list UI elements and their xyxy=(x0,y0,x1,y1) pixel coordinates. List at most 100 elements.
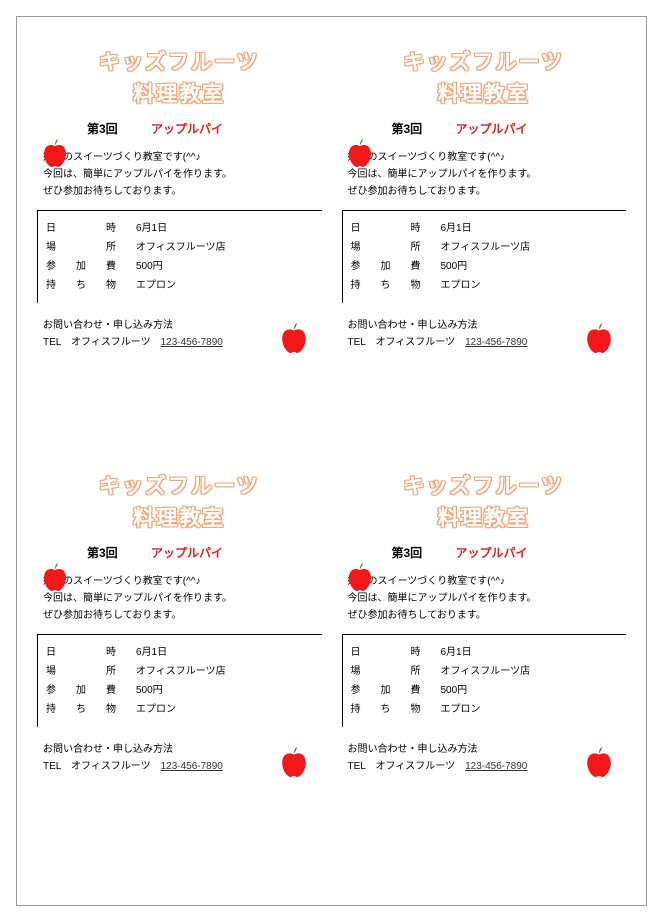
info-table: 日 時 6月1日 場 所 オフィスフルーツ店 参 加 費 500円 持 ち 物 … xyxy=(37,210,322,303)
desc-line: ぜひ参加お待ちしております。 xyxy=(348,607,627,624)
info-label: 場 所 xyxy=(351,238,441,257)
info-value: オフィスフルーツ店 xyxy=(441,238,531,257)
desc-line: ぜひ参加お待ちしております。 xyxy=(43,183,322,200)
info-value: 500円 xyxy=(441,257,468,276)
contact-block: お問い合わせ・申し込み方法 TEL オフィスフルーツ 123-456-7890 xyxy=(37,741,322,775)
info-row: 参 加 費 500円 xyxy=(46,257,322,276)
contact-phone: 123-456-7890 xyxy=(161,761,223,772)
contact-prefix: TEL オフィスフルーツ xyxy=(43,337,161,348)
desc-line: ぜひ参加お待ちしております。 xyxy=(348,183,627,200)
page: キッズフルーツ 料理教室 第3回 アップルパイ 好評のスイーツづくり教室です(^… xyxy=(16,16,647,906)
info-label: 持 ち 物 xyxy=(46,700,136,719)
contact-prefix: TEL オフィスフルーツ xyxy=(43,761,161,772)
info-row: 参 加 費 500円 xyxy=(351,257,627,276)
contact-line: TEL オフィスフルーツ 123-456-7890 xyxy=(348,758,627,775)
info-value: 6月1日 xyxy=(136,219,167,238)
desc-line: 好評のスイーツづくり教室です(^^♪ xyxy=(348,573,627,590)
info-label: 場 所 xyxy=(351,662,441,681)
contact-heading: お問い合わせ・申し込み方法 xyxy=(348,741,627,758)
info-row: 場 所 オフィスフルーツ店 xyxy=(46,238,322,257)
info-label: 日 時 xyxy=(351,219,441,238)
info-value: 500円 xyxy=(136,681,163,700)
session-name: アップルパイ xyxy=(151,122,223,136)
info-value: オフィスフルーツ店 xyxy=(136,238,226,257)
session-name: アップルパイ xyxy=(456,122,528,136)
session-row: 第3回 アップルパイ xyxy=(37,120,322,137)
title-line2: 料理教室 xyxy=(342,503,627,535)
info-table: 日 時 6月1日 場 所 オフィスフルーツ店 参 加 費 500円 持 ち 物 … xyxy=(342,634,627,727)
contact-phone: 123-456-7890 xyxy=(465,761,527,772)
contact-phone: 123-456-7890 xyxy=(465,337,527,348)
info-label: 持 ち 物 xyxy=(46,276,136,295)
contact-heading: お問い合わせ・申し込み方法 xyxy=(348,317,627,334)
contact-block: お問い合わせ・申し込み方法 TEL オフィスフルーツ 123-456-7890 xyxy=(37,317,322,351)
description: 好評のスイーツづくり教室です(^^♪ 今回は、簡単にアップルパイを作ります。 ぜ… xyxy=(37,573,322,624)
session-number: 第3回 xyxy=(392,546,423,560)
flyer-card: キッズフルーツ 料理教室 第3回 アップルパイ 好評のスイーツづくり教室です(^… xyxy=(342,471,627,875)
session-row: 第3回 アップルパイ xyxy=(37,544,322,561)
flyer-title: キッズフルーツ 料理教室 xyxy=(37,47,322,110)
flyer-card: キッズフルーツ 料理教室 第3回 アップルパイ 好評のスイーツづくり教室です(^… xyxy=(37,47,322,451)
info-row: 参 加 費 500円 xyxy=(46,681,322,700)
title-line1: キッズフルーツ xyxy=(342,47,627,79)
info-value: エプロン xyxy=(441,276,481,295)
desc-line: 好評のスイーツづくり教室です(^^♪ xyxy=(43,149,322,166)
contact-line: TEL オフィスフルーツ 123-456-7890 xyxy=(43,758,322,775)
desc-line: 今回は、簡単にアップルパイを作ります。 xyxy=(348,166,627,183)
info-value: オフィスフルーツ店 xyxy=(441,662,531,681)
desc-line: 今回は、簡単にアップルパイを作ります。 xyxy=(43,166,322,183)
session-number: 第3回 xyxy=(87,546,118,560)
info-value: 6月1日 xyxy=(441,219,472,238)
info-value: エプロン xyxy=(136,700,176,719)
session-number: 第3回 xyxy=(392,122,423,136)
flyer-card: キッズフルーツ 料理教室 第3回 アップルパイ 好評のスイーツづくり教室です(^… xyxy=(37,471,322,875)
contact-line: TEL オフィスフルーツ 123-456-7890 xyxy=(348,334,627,351)
info-label: 参 加 費 xyxy=(351,257,441,276)
info-value: エプロン xyxy=(441,700,481,719)
apple-icon xyxy=(281,747,307,777)
info-value: 6月1日 xyxy=(441,643,472,662)
session-name: アップルパイ xyxy=(151,546,223,560)
info-label: 場 所 xyxy=(46,662,136,681)
session-row: 第3回 アップルパイ xyxy=(342,120,627,137)
apple-icon xyxy=(348,139,372,167)
contact-block: お問い合わせ・申し込み方法 TEL オフィスフルーツ 123-456-7890 xyxy=(342,317,627,351)
description: 好評のスイーツづくり教室です(^^♪ 今回は、簡単にアップルパイを作ります。 ぜ… xyxy=(342,149,627,200)
info-label: 日 時 xyxy=(46,643,136,662)
info-label: 場 所 xyxy=(46,238,136,257)
info-row: 場 所 オフィスフルーツ店 xyxy=(351,238,627,257)
description: 好評のスイーツづくり教室です(^^♪ 今回は、簡単にアップルパイを作ります。 ぜ… xyxy=(342,573,627,624)
info-label: 持 ち 物 xyxy=(351,700,441,719)
flyer-title: キッズフルーツ 料理教室 xyxy=(37,471,322,534)
info-label: 日 時 xyxy=(46,219,136,238)
apple-icon xyxy=(281,323,307,353)
info-row: 持 ち 物 エプロン xyxy=(351,700,627,719)
apple-icon xyxy=(348,563,372,591)
info-row: 参 加 費 500円 xyxy=(351,681,627,700)
info-row: 場 所 オフィスフルーツ店 xyxy=(46,662,322,681)
flyer-title: キッズフルーツ 料理教室 xyxy=(342,471,627,534)
info-table: 日 時 6月1日 場 所 オフィスフルーツ店 参 加 費 500円 持 ち 物 … xyxy=(342,210,627,303)
contact-prefix: TEL オフィスフルーツ xyxy=(348,761,466,772)
apple-icon xyxy=(586,747,612,777)
info-row: 日 時 6月1日 xyxy=(351,219,627,238)
title-line1: キッズフルーツ xyxy=(37,47,322,79)
desc-line: 好評のスイーツづくり教室です(^^♪ xyxy=(348,149,627,166)
contact-prefix: TEL オフィスフルーツ xyxy=(348,337,466,348)
info-value: オフィスフルーツ店 xyxy=(136,662,226,681)
contact-block: お問い合わせ・申し込み方法 TEL オフィスフルーツ 123-456-7890 xyxy=(342,741,627,775)
info-value: 500円 xyxy=(441,681,468,700)
contact-line: TEL オフィスフルーツ 123-456-7890 xyxy=(43,334,322,351)
info-row: 持 ち 物 エプロン xyxy=(46,700,322,719)
info-value: 6月1日 xyxy=(136,643,167,662)
info-row: 日 時 6月1日 xyxy=(46,219,322,238)
desc-line: 今回は、簡単にアップルパイを作ります。 xyxy=(43,590,322,607)
session-name: アップルパイ xyxy=(456,546,528,560)
info-label: 参 加 費 xyxy=(46,681,136,700)
contact-heading: お問い合わせ・申し込み方法 xyxy=(43,741,322,758)
info-label: 持 ち 物 xyxy=(351,276,441,295)
info-label: 参 加 費 xyxy=(46,257,136,276)
contact-phone: 123-456-7890 xyxy=(161,337,223,348)
info-label: 参 加 費 xyxy=(351,681,441,700)
info-table: 日 時 6月1日 場 所 オフィスフルーツ店 参 加 費 500円 持 ち 物 … xyxy=(37,634,322,727)
